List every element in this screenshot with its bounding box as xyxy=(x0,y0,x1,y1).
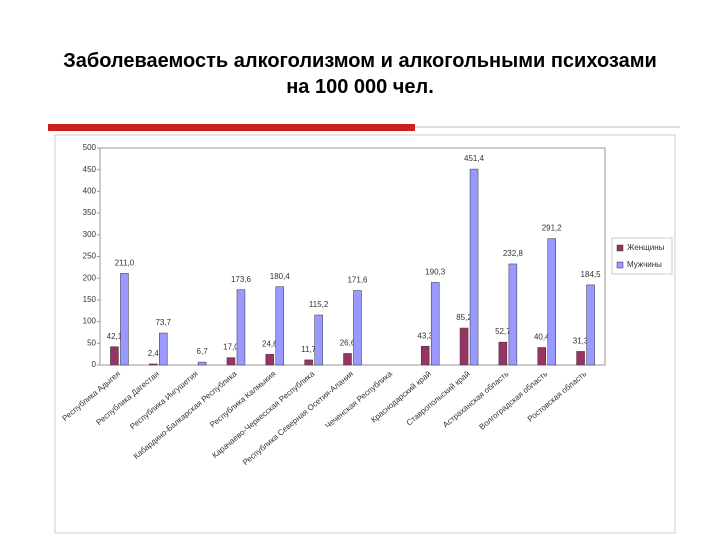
x-tick-label: Республика Калмыкия xyxy=(208,369,277,429)
bar xyxy=(275,286,285,366)
accent-bar xyxy=(48,124,415,131)
bar xyxy=(420,345,430,366)
y-tick-label: 0 xyxy=(92,360,97,369)
y-tick-label: 200 xyxy=(83,273,97,282)
data-label: 31,3 xyxy=(573,337,589,346)
data-label: 180,4 xyxy=(270,272,291,281)
bar xyxy=(265,354,275,366)
chart-title: Заболеваемость алкоголизмом и алкогольны… xyxy=(63,50,657,98)
bar xyxy=(537,347,546,366)
bar xyxy=(120,273,129,366)
chart-frame xyxy=(54,134,676,534)
bar xyxy=(314,314,323,366)
y-tick-label: 100 xyxy=(83,317,97,326)
bar xyxy=(508,263,518,366)
data-label: 173,6 xyxy=(231,275,252,284)
data-label: 2,4 xyxy=(148,349,160,358)
x-tick-label: Республика Ингушетия xyxy=(128,369,199,431)
bar xyxy=(353,290,362,366)
data-label: 115,2 xyxy=(309,300,329,309)
y-tick-label: 500 xyxy=(83,143,97,152)
bar xyxy=(197,361,207,366)
data-label: 171,6 xyxy=(347,276,368,285)
data-label: 451,4 xyxy=(464,154,485,163)
data-label: 190,3 xyxy=(425,268,446,277)
bar xyxy=(498,341,508,366)
legend-label: Женщины xyxy=(627,243,665,252)
data-label: 85,2 xyxy=(456,313,472,322)
plot-area xyxy=(99,147,606,366)
data-label: 40,4 xyxy=(534,333,550,342)
y-tick-label: 50 xyxy=(87,338,96,347)
data-label: 73,7 xyxy=(155,318,171,327)
bar xyxy=(343,353,352,366)
y-tick-label: 150 xyxy=(83,295,97,304)
data-label: 291,2 xyxy=(542,224,563,233)
data-label: 52,7 xyxy=(495,327,511,336)
x-tick-label: Волгоградская область xyxy=(478,369,550,431)
data-label: 43,3 xyxy=(417,331,433,340)
bar xyxy=(586,284,595,366)
legend-swatch xyxy=(616,244,624,252)
data-label: 42,1 xyxy=(107,332,123,341)
bar xyxy=(226,357,236,366)
bar xyxy=(469,168,479,366)
bar xyxy=(304,359,313,366)
bar xyxy=(149,363,158,366)
bar xyxy=(576,351,585,366)
y-tick-label: 450 xyxy=(83,165,97,174)
bar xyxy=(547,238,556,366)
bar xyxy=(110,346,119,366)
data-label: 11,7 xyxy=(301,345,317,354)
legend-swatch xyxy=(616,261,624,269)
data-label: 24,6 xyxy=(262,339,278,348)
data-label: 232,8 xyxy=(503,249,524,258)
data-label: 184,5 xyxy=(581,270,602,279)
y-tick-label: 250 xyxy=(83,252,97,261)
bar xyxy=(430,282,440,366)
y-tick-label: 400 xyxy=(83,187,97,196)
bar xyxy=(236,289,246,366)
data-label: 17,0 xyxy=(223,343,239,352)
bar xyxy=(159,332,168,366)
data-label: 6,7 xyxy=(197,347,209,356)
x-tick-label: Чеченская Республика xyxy=(323,369,394,431)
y-tick-label: 350 xyxy=(83,208,97,217)
data-label: 211,0 xyxy=(115,259,135,268)
x-tick-label: Ставропольский край xyxy=(405,369,472,427)
data-label: 26,6 xyxy=(340,339,356,348)
legend-label: Мужчины xyxy=(627,260,662,269)
y-tick-label: 300 xyxy=(83,230,97,239)
bar xyxy=(459,327,469,366)
x-tick-label: Астраханская область xyxy=(441,369,510,429)
